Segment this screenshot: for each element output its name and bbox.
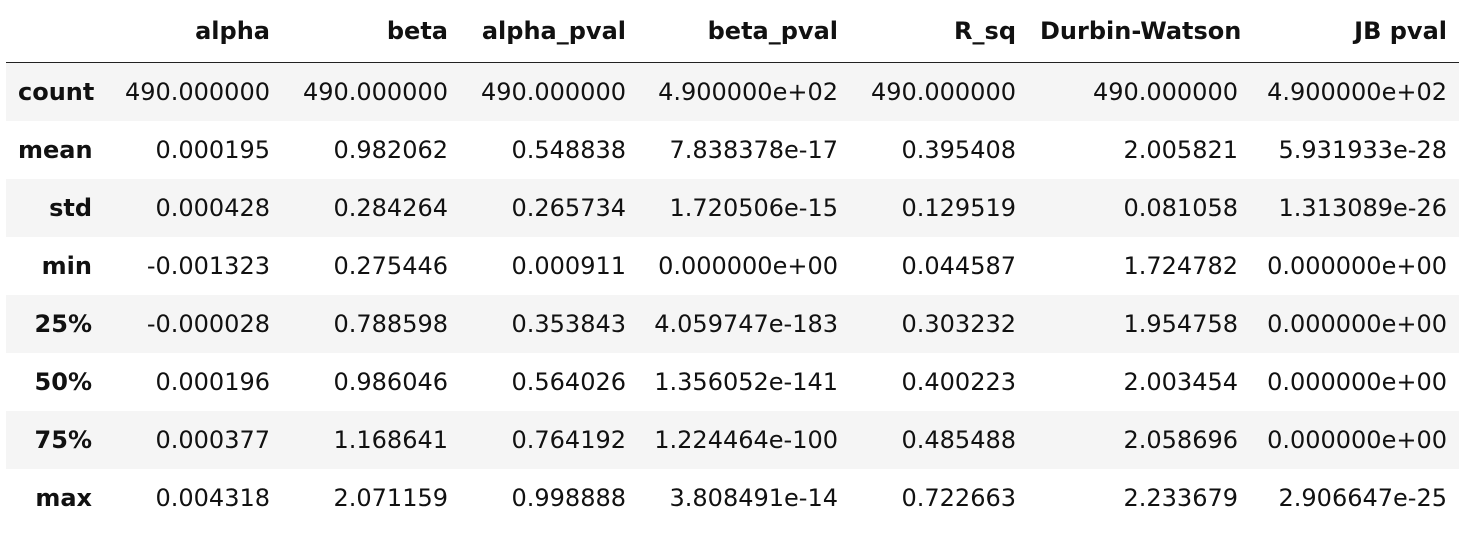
column-header: Durbin-Watson bbox=[1028, 0, 1250, 63]
table-cell: 0.982062 bbox=[333, 135, 448, 164]
table-cell: 0.000000e+00 bbox=[1267, 367, 1447, 396]
table-cell: 0.275446 bbox=[333, 251, 448, 280]
table-cell: 1.168641 bbox=[333, 425, 448, 454]
row-label: std bbox=[49, 193, 92, 222]
row-label: max bbox=[35, 483, 92, 512]
row-label: 25% bbox=[34, 309, 92, 338]
table-cell: 1.954758 bbox=[1123, 309, 1238, 338]
table-cell: 0.000195 bbox=[155, 135, 270, 164]
table-cell: 1.224464e-100 bbox=[654, 425, 838, 454]
table-cell: 2.003454 bbox=[1123, 367, 1238, 396]
table-cell: -0.000028 bbox=[146, 309, 270, 338]
row-label: min bbox=[41, 251, 92, 280]
table-cell: -0.001323 bbox=[146, 251, 270, 280]
table-cell: 5.931933e-28 bbox=[1278, 135, 1447, 164]
row-label: 75% bbox=[34, 425, 92, 454]
table-cell: 1.724782 bbox=[1123, 251, 1238, 280]
table-row: mean 0.000195 0.982062 0.548838 7.838378e-17… bbox=[6, 121, 1459, 179]
table-cell: 3.808491e-14 bbox=[669, 483, 838, 512]
table-row: std 0.000428 0.284264 0.265734 1.720506e-15 0… bbox=[6, 178, 1459, 237]
row-label: count bbox=[18, 77, 95, 106]
table-cell: 0.081058 bbox=[1123, 193, 1238, 222]
table-row: 25% -0.000028 0.788598 0.353843 4.059747e-18… bbox=[6, 294, 1459, 353]
table-cell: 0.485488 bbox=[901, 425, 1016, 454]
table-row: max 0.004318 2.071159 0.998888 3.808491e-14 0… bbox=[6, 469, 1459, 527]
table-cell: 0.395408 bbox=[901, 135, 1016, 164]
corner-cell bbox=[6, 0, 104, 63]
table-row: 50% 0.000196 0.986046 0.564026 1.356052e-141… bbox=[6, 353, 1459, 411]
table-cell: 490.000000 bbox=[302, 77, 448, 106]
table-cell: 490.000000 bbox=[124, 77, 270, 106]
table-cell: 0.000196 bbox=[155, 367, 270, 396]
table-cell: 0.000000e+00 bbox=[1267, 425, 1447, 454]
table-cell: 4.900000e+02 bbox=[1267, 77, 1447, 106]
table-cell: 0.722663 bbox=[901, 483, 1016, 512]
table-cell: 0.000428 bbox=[155, 193, 270, 222]
table-cell: 2.058696 bbox=[1123, 425, 1238, 454]
table-cell: 0.284264 bbox=[333, 193, 448, 222]
table-cell: 490.000000 bbox=[870, 77, 1016, 106]
table-cell: 4.059747e-183 bbox=[654, 309, 838, 338]
table-cell: 0.000377 bbox=[155, 425, 270, 454]
table-row: min -0.001323 0.275446 0.000911 0.000000e+00… bbox=[6, 237, 1459, 295]
table-cell: 490.000000 bbox=[1092, 77, 1238, 106]
column-header: alpha bbox=[104, 0, 282, 63]
row-label: mean bbox=[18, 135, 93, 164]
table-cell: 0.303232 bbox=[901, 309, 1016, 338]
column-header: alpha_pval bbox=[460, 0, 638, 63]
table-cell: 0.400223 bbox=[901, 367, 1016, 396]
table-cell: 0.000911 bbox=[511, 251, 626, 280]
table-cell: 4.900000e+02 bbox=[658, 77, 838, 106]
table-cell: 0.986046 bbox=[333, 367, 448, 396]
table-body: count 490.000000 490.000000 490.000000 4.900… bbox=[6, 62, 1459, 527]
column-header: beta bbox=[282, 0, 460, 63]
table-cell: 2.005821 bbox=[1123, 135, 1238, 164]
table-cell: 0.129519 bbox=[901, 193, 1016, 222]
header-row: alpha beta alpha_pval beta_pval R_sq Durbin-W… bbox=[6, 0, 1459, 63]
table-cell: 2.233679 bbox=[1123, 483, 1238, 512]
table-cell: 7.838378e-17 bbox=[669, 135, 838, 164]
column-header: R_sq bbox=[850, 0, 1028, 63]
table-cell: 0.788598 bbox=[333, 309, 448, 338]
table-cell: 1.356052e-141 bbox=[654, 367, 838, 396]
table-cell: 0.548838 bbox=[511, 135, 626, 164]
describe-table: alpha beta alpha_pval beta_pval R_sq Durbin-W… bbox=[6, 0, 1459, 527]
table-cell: 1.720506e-15 bbox=[669, 193, 838, 222]
table-cell: 1.313089e-26 bbox=[1278, 193, 1447, 222]
table-cell: 0.998888 bbox=[511, 483, 626, 512]
table-cell: 2.071159 bbox=[333, 483, 448, 512]
table-cell: 0.004318 bbox=[155, 483, 270, 512]
table-cell: 0.564026 bbox=[511, 367, 626, 396]
column-header: JB pval bbox=[1250, 0, 1459, 63]
row-label: 50% bbox=[34, 367, 92, 396]
table-cell: 0.000000e+00 bbox=[658, 251, 838, 280]
column-header: beta_pval bbox=[638, 0, 850, 63]
table-cell: 0.000000e+00 bbox=[1267, 251, 1447, 280]
table-row: count 490.000000 490.000000 490.000000 4.900… bbox=[6, 62, 1459, 121]
table-cell: 0.353843 bbox=[511, 309, 626, 338]
table-cell: 0.000000e+00 bbox=[1267, 309, 1447, 338]
table-cell: 490.000000 bbox=[480, 77, 626, 106]
table-cell: 0.044587 bbox=[901, 251, 1016, 280]
table-cell: 2.906647e-25 bbox=[1278, 483, 1447, 512]
table-cell: 0.265734 bbox=[511, 193, 626, 222]
table-cell: 0.764192 bbox=[511, 425, 626, 454]
table-row: 75% 0.000377 1.168641 0.764192 1.224464e-100… bbox=[6, 410, 1459, 469]
